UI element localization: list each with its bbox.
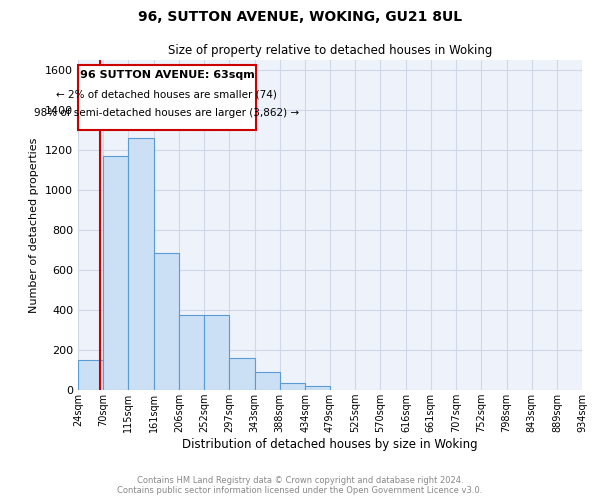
Title: Size of property relative to detached houses in Woking: Size of property relative to detached ho… <box>168 44 492 58</box>
Bar <box>103 156 128 390</box>
Text: Contains HM Land Registry data © Crown copyright and database right 2024.
Contai: Contains HM Land Registry data © Crown c… <box>118 476 482 495</box>
Bar <box>280 383 305 390</box>
Bar <box>179 315 204 390</box>
Text: 96, SUTTON AVENUE, WOKING, GU21 8UL: 96, SUTTON AVENUE, WOKING, GU21 8UL <box>138 10 462 24</box>
Bar <box>254 372 280 390</box>
Bar <box>229 358 254 390</box>
Y-axis label: Number of detached properties: Number of detached properties <box>29 138 40 312</box>
Text: ← 2% of detached houses are smaller (74): ← 2% of detached houses are smaller (74) <box>56 90 277 100</box>
Bar <box>128 138 154 390</box>
Text: 98% of semi-detached houses are larger (3,862) →: 98% of semi-detached houses are larger (… <box>34 108 299 118</box>
Bar <box>204 315 229 390</box>
Bar <box>78 360 103 390</box>
Bar <box>78 65 256 130</box>
Text: 96 SUTTON AVENUE: 63sqm: 96 SUTTON AVENUE: 63sqm <box>80 70 254 80</box>
Bar <box>305 386 330 390</box>
X-axis label: Distribution of detached houses by size in Woking: Distribution of detached houses by size … <box>182 438 478 451</box>
Bar <box>154 253 179 390</box>
